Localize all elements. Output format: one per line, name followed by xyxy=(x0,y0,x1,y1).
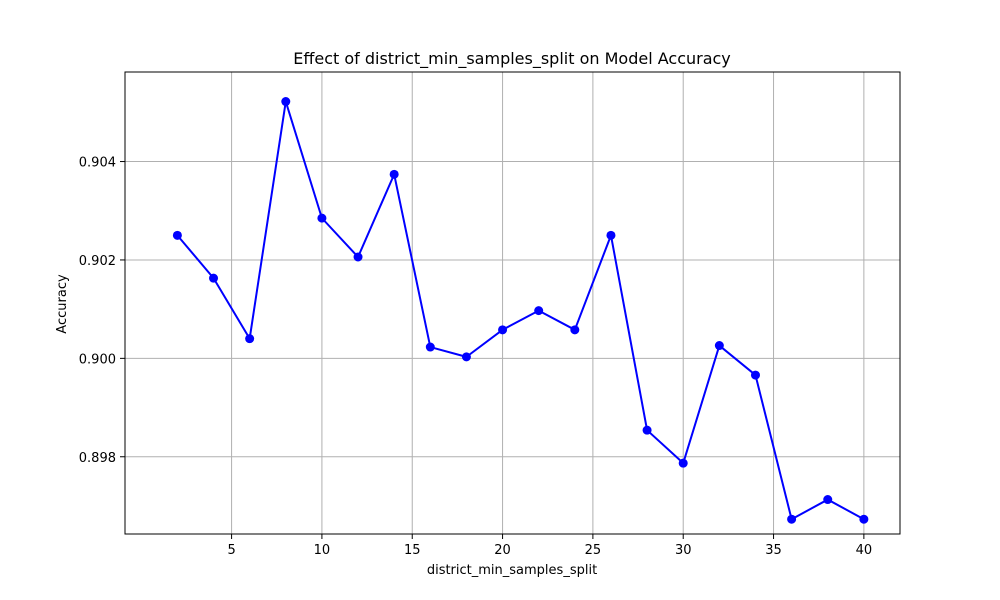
x-tick-label: 10 xyxy=(314,543,331,558)
x-tick-label: 35 xyxy=(765,543,782,558)
data-point xyxy=(714,341,724,351)
x-tick-label: 5 xyxy=(227,543,235,558)
data-point xyxy=(750,370,760,380)
data-point xyxy=(245,334,255,344)
x-tick-label: 20 xyxy=(494,543,511,558)
data-point xyxy=(823,495,833,505)
data-point xyxy=(606,230,616,240)
axis-ticks: 5 10 15 20 25 30 35 40 0.898 0.900 0.902 0.904 xyxy=(79,156,872,558)
plot-area-frame xyxy=(124,71,901,535)
series-line xyxy=(176,100,865,521)
data-point xyxy=(461,352,471,362)
data-point xyxy=(787,514,797,524)
data-point xyxy=(317,213,327,223)
data-point xyxy=(353,252,363,262)
data-point xyxy=(534,306,544,316)
data-point xyxy=(389,169,399,179)
x-tick-label: 15 xyxy=(404,543,421,558)
data-point xyxy=(570,325,580,335)
data-point xyxy=(209,273,219,283)
data-point xyxy=(281,97,291,107)
data-point xyxy=(859,514,869,524)
data-series xyxy=(172,97,869,524)
x-axis-label: district_min_samples_split xyxy=(427,563,597,578)
y-tick-label: 0.898 xyxy=(79,451,116,466)
x-tick-label: 30 xyxy=(675,543,692,558)
y-tick-label: 0.902 xyxy=(79,254,116,269)
y-tick-label: 0.904 xyxy=(79,156,116,171)
chart-title: Effect of district_min_samples_split on … xyxy=(293,49,731,69)
data-point xyxy=(642,425,652,435)
y-axis-label: Accuracy xyxy=(55,274,70,334)
y-tick-label: 0.900 xyxy=(79,352,116,367)
data-point xyxy=(172,230,182,240)
grid-lines xyxy=(125,72,900,534)
x-tick-label: 25 xyxy=(585,543,602,558)
data-point xyxy=(678,458,688,468)
data-point xyxy=(498,325,508,335)
data-point xyxy=(425,342,435,352)
x-tick-label: 40 xyxy=(856,543,873,558)
